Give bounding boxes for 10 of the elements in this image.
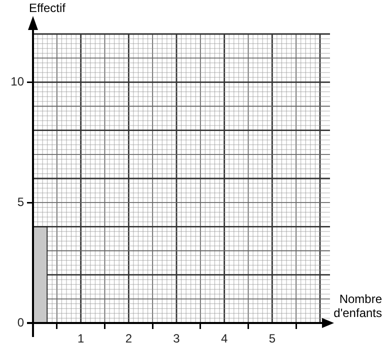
y-axis-title: Effectif [29, 1, 66, 15]
x-tick-label: 4 [220, 332, 228, 346]
x-tick-label: 3 [173, 332, 180, 346]
x-axis-title: Nombre d'enfants [334, 292, 382, 320]
y-tick-label: 0 [17, 315, 24, 330]
y-tick-label: 10 [10, 74, 24, 88]
x-tick-label: 1 [77, 332, 84, 346]
x-tick-label: 5 [268, 332, 276, 346]
x-tick-label: 2 [125, 332, 132, 346]
y-tick-label: 5 [17, 194, 24, 209]
